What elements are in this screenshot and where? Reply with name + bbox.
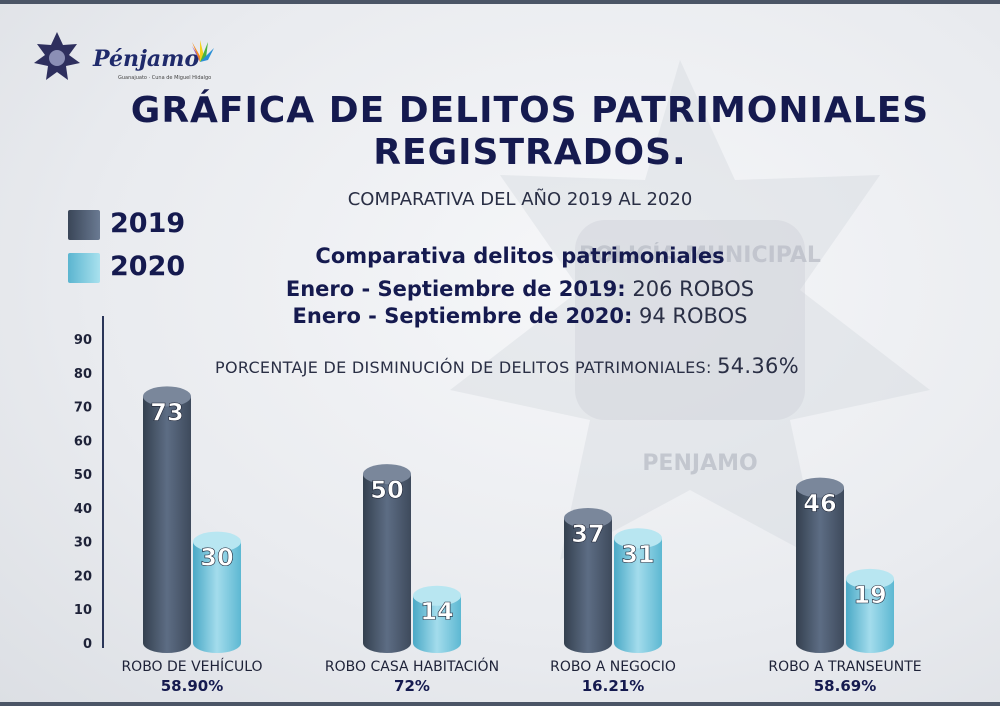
category-label: ROBO CASA HABITACIÓN xyxy=(324,659,500,675)
legend-label-2019: 2019 xyxy=(110,208,186,239)
bar-body xyxy=(143,396,191,653)
summary-line-2019-label: Enero - Septiembre de 2019: xyxy=(285,277,626,301)
summary-line-2020-label: Enero - Septiembre de 2020: xyxy=(292,304,633,328)
category-percentage: 58.69% xyxy=(813,677,877,695)
bar-body xyxy=(796,487,844,653)
category-percentage: 16.21% xyxy=(581,677,645,695)
bar-2019: 46 xyxy=(796,477,844,653)
bar-body xyxy=(564,518,612,653)
brand-name: Pénjamo xyxy=(92,46,199,72)
bar-value-label: 46 xyxy=(803,490,836,518)
bar-2020: 31 xyxy=(614,528,662,653)
bar-top xyxy=(193,531,241,552)
bars-group: 73 30 50 14 37 31 46 19 xyxy=(143,386,894,653)
bar-body xyxy=(846,578,894,653)
reduction-percentage-value: 54.36% xyxy=(717,354,799,378)
bar-body xyxy=(614,538,662,653)
bar-value-label: 31 xyxy=(621,540,654,568)
y-tick-label: 20 xyxy=(74,569,92,584)
bar-top xyxy=(564,508,612,529)
bar-body xyxy=(363,474,411,653)
reduction-percentage-label: PORCENTAJE DE DISMINUCIÓN DE DELITOS PAT… xyxy=(215,358,712,377)
category-percentage: 58.90% xyxy=(160,677,224,695)
bar-value-label: 19 xyxy=(853,581,886,609)
category-label: ROBO A NEGOCIO xyxy=(550,659,676,675)
brand-tagline: Guanajuato · Cuna de Miguel Hidalgo xyxy=(118,75,211,81)
y-tick-label: 90 xyxy=(74,333,92,348)
category-percentage: 72% xyxy=(394,677,430,695)
legend-swatch-2020 xyxy=(68,253,100,283)
bar-2019: 73 xyxy=(143,386,191,653)
bar-top xyxy=(363,464,411,485)
summary-line-2020-value: 94 ROBOS xyxy=(639,304,748,328)
top-border xyxy=(0,0,1000,4)
y-tick-label: 30 xyxy=(74,536,92,551)
bar-top xyxy=(143,386,191,407)
y-tick-label: 10 xyxy=(74,603,92,618)
summary-line-2019: Enero - Septiembre de 2019: 206 ROBOS xyxy=(250,277,790,301)
y-tick-label: 80 xyxy=(74,367,92,382)
bar-value-label: 50 xyxy=(370,476,403,504)
y-tick-label: 50 xyxy=(74,468,92,483)
legend-swatch-2019 xyxy=(68,210,100,240)
y-axis-ticks: 0 10 20 30 40 50 60 70 80 90 xyxy=(74,333,92,652)
chart-title-line1: GRÁFICA DE DELITOS PATRIMONIALES xyxy=(130,90,930,131)
bar-value-label: 30 xyxy=(200,544,233,572)
bar-top xyxy=(614,528,662,549)
legend-label-2020: 2020 xyxy=(110,251,186,282)
bar-2019: 37 xyxy=(564,508,612,653)
bar-top xyxy=(796,477,844,498)
bar-top xyxy=(413,585,461,606)
bar-2020: 30 xyxy=(193,531,241,653)
police-star-logo-icon xyxy=(34,32,80,80)
bar-value-label: 73 xyxy=(150,398,183,426)
summary-line-2020: Enero - Septiembre de 2020: 94 ROBOS xyxy=(250,304,790,328)
watermark-badge-text: POLICÍA MUNICIPAL xyxy=(579,242,821,268)
bar-value-label: 37 xyxy=(571,520,604,548)
bar-2020: 14 xyxy=(413,585,461,653)
watermark-city-text: PENJAMO xyxy=(642,451,757,476)
y-tick-label: 40 xyxy=(74,502,92,517)
summary-heading: Comparativa delitos patrimoniales xyxy=(315,244,725,268)
chart-subtitle: COMPARATIVA DEL AÑO 2019 AL 2020 xyxy=(347,189,693,210)
bar-2019: 50 xyxy=(363,464,411,653)
y-tick-label: 0 xyxy=(83,637,92,652)
bar-body xyxy=(193,541,241,653)
bottom-border xyxy=(0,702,1000,706)
chart-title-line2: REGISTRADOS. xyxy=(373,132,687,173)
reduction-percentage-line: PORCENTAJE DE DISMINUCIÓN DE DELITOS PAT… xyxy=(215,354,855,378)
category-label: ROBO A TRANSEUNTE xyxy=(768,659,922,675)
flower-logo-icon xyxy=(186,40,214,62)
bar-body xyxy=(413,595,461,653)
bar-2020: 19 xyxy=(846,568,894,653)
category-label: ROBO DE VEHÍCULO xyxy=(121,659,263,675)
summary-line-2019-value: 206 ROBOS xyxy=(632,277,755,301)
y-tick-label: 70 xyxy=(74,401,92,416)
bar-top xyxy=(846,568,894,589)
y-tick-label: 60 xyxy=(74,434,92,449)
bar-value-label: 14 xyxy=(420,598,453,626)
